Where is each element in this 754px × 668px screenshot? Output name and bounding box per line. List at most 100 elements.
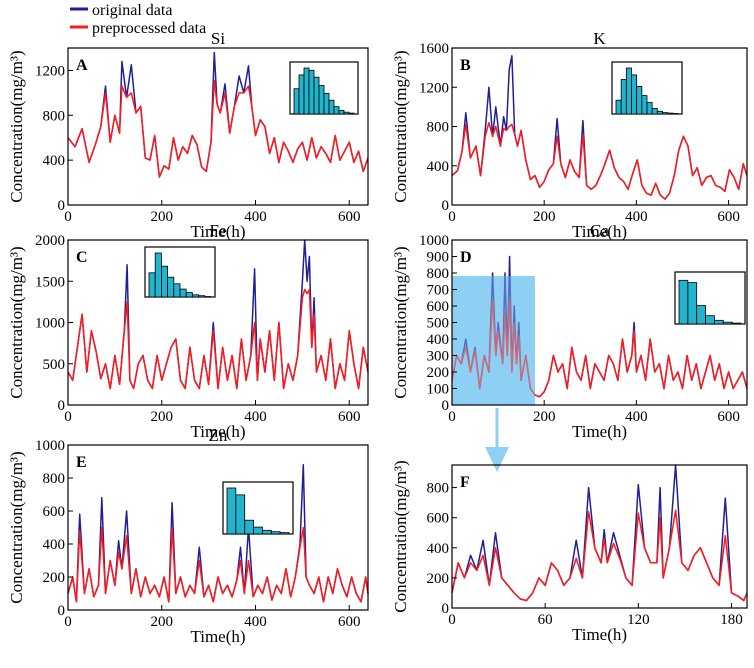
y-tick-label: 400 [43,537,66,553]
y-tick-label: 400 [427,541,450,557]
x-tick-label: 0 [448,409,456,425]
y-axis-label: Concentration(mg/m³) [391,50,410,202]
y-axis-label: Concentration(mg/m³) [7,451,26,603]
panel-letter: E [76,454,87,471]
axes-frame [67,444,369,611]
x-tick-label: 120 [627,612,650,628]
x-tick-label: 600 [338,409,361,425]
legend: original data preprocessed data [70,2,206,37]
inset-bar [615,99,622,115]
panel-a: 0 200 400 600 0 400 800 1200 Time(h) Concentratio… [7,29,369,241]
x-tick-label: 400 [244,209,267,225]
inset-bar [651,108,658,115]
inset-bar [235,494,246,535]
inset-histogram [222,481,294,535]
inset-bar [318,85,325,115]
inset-bar [646,102,653,115]
x-tick-label: 600 [717,409,740,425]
series-line-preprocessed [451,298,748,398]
series-line-preprocessed [67,288,369,390]
legend-original-label: original data [92,2,172,19]
inset-bar [687,282,698,325]
panel-title: Si [211,29,225,48]
inset-bar [226,487,237,535]
inset-bar [656,110,663,115]
y-tick-label: 600 [427,299,450,315]
x-tick-label: 400 [625,209,648,225]
inset-bar [198,295,206,298]
y-tick-label: 700 [427,283,450,299]
y-tick-label: 900 [427,250,450,266]
inset-histogram [289,61,359,115]
y-axis-label: Concentration(mg/m³) [7,50,26,202]
inset-bar [328,99,335,115]
x-tick-label: 0 [64,614,72,630]
y-tick-label: 400 [43,153,66,169]
panel-letter: A [76,57,88,74]
y-axis-label: Concentration(mg/m³) [7,246,26,398]
inset-bar [662,112,669,115]
panel-c: 0 200 400 600 0 500 1000 1500 2000 Time(h) Concent… [7,221,369,441]
series-line-original [67,464,369,603]
axes-frame [67,47,369,206]
y-tick-label: 500 [43,357,66,373]
series-line-preprocessed [451,121,748,200]
inset-bar [667,112,674,115]
y-tick-label: 500 [427,316,450,332]
y-tick-label: 600 [43,504,66,520]
x-tick-label: 200 [533,209,556,225]
inset-bar [722,321,733,325]
y-axis-label: Concentration(mg/m³) [391,460,410,612]
inset-bar [731,322,742,325]
panel-e: 0 200 400 600 0 200 400 600 800 1000 Time(h) Concen… [7,426,369,646]
inset-bar [298,74,305,115]
inset-bar [154,252,162,298]
y-tick-label: 0 [58,603,66,619]
x-tick-label: 200 [151,409,174,425]
x-tick-label: 400 [244,614,267,630]
inset-bar [696,305,706,325]
y-tick-label: 300 [427,349,450,365]
y-tick-label: 200 [427,571,450,587]
inset-bar [323,92,330,115]
y-tick-label: 400 [427,332,450,348]
x-axis-label: Time(h) [572,625,627,644]
inset-bar [160,265,168,298]
panel-title: Zn [209,426,228,445]
y-tick-label: 1600 [419,41,449,57]
inset-histogram [144,246,216,298]
y-tick-label: 0 [442,398,450,414]
inset-bar [641,95,648,115]
panel-letter: B [460,57,471,74]
panel-letter: D [460,249,472,266]
inset-bar [678,279,689,325]
x-axis-label: Time(h) [572,222,627,241]
inset-bar [191,294,199,298]
x-tick-label: 600 [338,614,361,630]
inset-bar [270,531,281,535]
y-tick-label: 1000 [35,438,65,454]
y-tick-label: 1200 [35,63,65,79]
y-tick-label: 0 [58,398,66,414]
panel-letter: C [76,249,88,266]
inset-bar [714,319,724,325]
x-tick-label: 0 [64,209,72,225]
inset-bar [179,288,187,298]
y-tick-label: 800 [43,108,66,124]
inset-bar [636,86,643,115]
inset-bar [338,109,345,115]
inset-bar [279,532,290,535]
y-tick-label: 1500 [35,274,65,290]
y-tick-label: 2000 [35,233,65,249]
series-line-preprocessed [451,509,748,602]
y-tick-label: 100 [427,382,450,398]
series-line-preprocessed [67,526,369,603]
inset-bar [343,111,350,115]
y-axis-label: Concentration(mg/m³) [391,246,410,398]
inset-bar [303,67,310,115]
series-line-original [451,464,748,602]
inset-histogram [611,61,683,115]
y-tick-label: 800 [427,481,450,497]
x-tick-label: 0 [64,409,72,425]
x-tick-label: 180 [720,612,743,628]
